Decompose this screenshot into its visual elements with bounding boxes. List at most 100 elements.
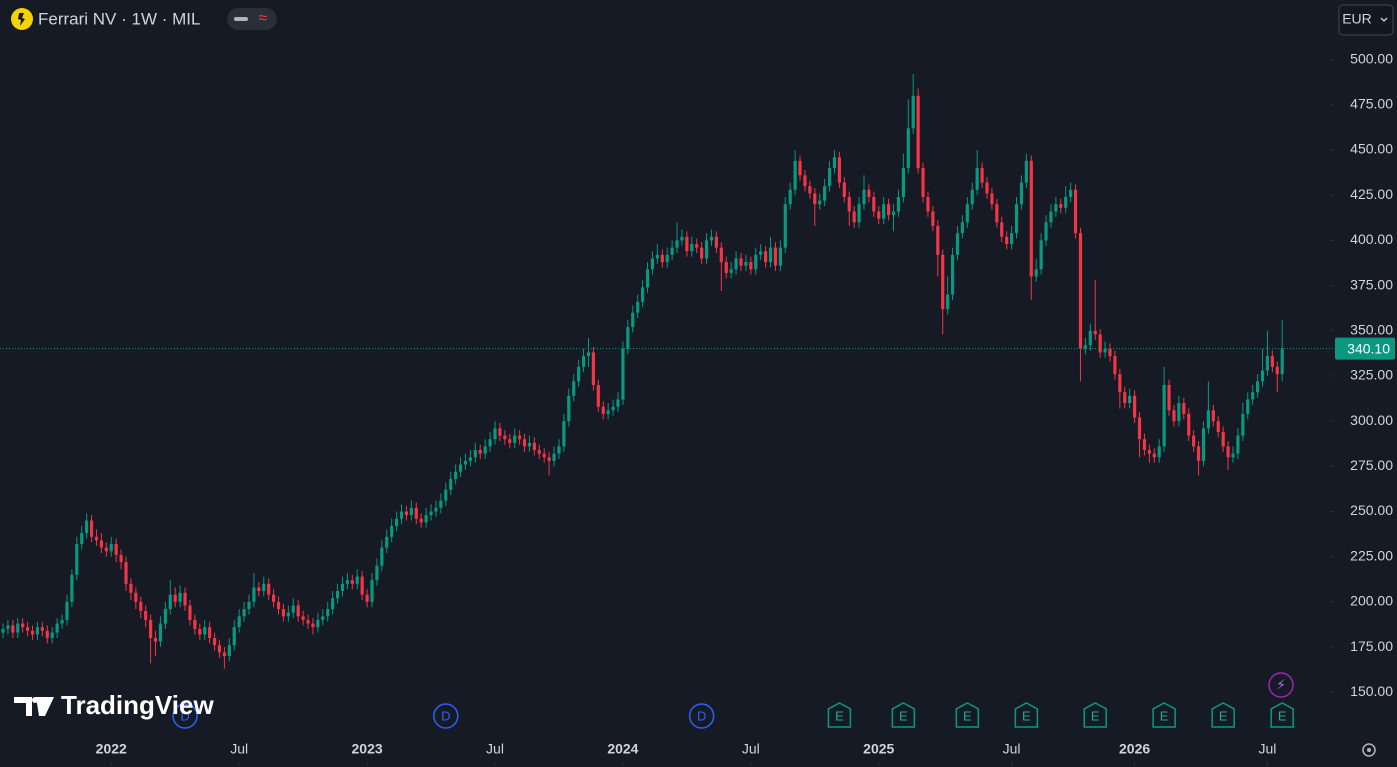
news-icon: ⚡: [1276, 677, 1286, 693]
event-marker[interactable]: [433, 703, 459, 729]
candle-body: [163, 609, 167, 624]
status-pill[interactable]: [227, 8, 277, 30]
candle-body: [1211, 410, 1215, 422]
event-marker[interactable]: [1014, 702, 1039, 728]
candle-body: [419, 518, 423, 523]
candle-body: [85, 520, 89, 534]
x-tick-label: Jul: [230, 741, 248, 757]
currency-caret: [1380, 17, 1388, 22]
candle-body: [40, 627, 44, 631]
candle-body: [1137, 417, 1142, 440]
y-tick-label: 250.00: [1350, 502, 1393, 518]
candle-body: [1, 628, 5, 633]
candle-body: [532, 442, 536, 451]
event-label: E: [1278, 708, 1287, 723]
candle-body: [227, 645, 231, 657]
y-tick-label: 275.00: [1350, 457, 1393, 473]
candle-body: [778, 247, 782, 266]
candle-body: [990, 193, 994, 205]
candle-body: [1280, 348, 1284, 375]
event-marker[interactable]: [172, 703, 198, 729]
candle-body: [813, 193, 817, 205]
event-label: E: [1160, 708, 1169, 723]
candle-body: [547, 457, 551, 461]
candle-body: [331, 598, 335, 610]
candle-body: [1142, 439, 1147, 451]
candle-body: [1123, 392, 1127, 404]
event-marker[interactable]: [688, 703, 715, 729]
x-tick-label: 2022: [96, 741, 127, 757]
event-marker[interactable]: [1270, 702, 1294, 728]
candle-body: [104, 547, 108, 552]
candle-body: [1201, 428, 1206, 461]
event-label: E: [963, 708, 972, 723]
event-label: E: [1091, 708, 1100, 723]
candle-body: [262, 583, 266, 592]
candle-body: [414, 507, 418, 519]
candle-body: [488, 439, 492, 447]
candle-body: [449, 478, 453, 490]
currency-button[interactable]: [1338, 4, 1394, 36]
candle-body: [1054, 204, 1058, 212]
event-marker[interactable]: [1211, 702, 1235, 728]
candle-body: [296, 605, 300, 617]
candle-body: [149, 619, 153, 639]
candle-body: [911, 95, 915, 129]
candle-body: [281, 609, 286, 617]
candle-body: [434, 507, 438, 512]
candle-body: [124, 562, 128, 584]
candle-body: [680, 236, 684, 241]
x-tick-label: Jul: [742, 741, 760, 757]
candle-body: [926, 197, 930, 212]
event-marker[interactable]: [891, 702, 916, 728]
candle-body: [30, 630, 35, 635]
candle-body: [498, 428, 502, 436]
event-marker[interactable]: [955, 702, 980, 728]
candle-body: [335, 591, 340, 599]
candle-body: [1152, 453, 1156, 458]
candle-body: [267, 583, 271, 595]
candle-body: [980, 168, 984, 183]
candle-body: [188, 605, 192, 620]
candle-body: [823, 186, 827, 201]
candle-body: [552, 453, 556, 461]
candle-body: [1098, 334, 1102, 353]
settings-button[interactable]: [1362, 743, 1376, 757]
y-tick-label: 175.00: [1350, 638, 1393, 654]
watermark-logo: [14, 697, 54, 716]
candle-body: [70, 574, 74, 602]
last-price-tag: [1335, 337, 1395, 360]
candle-body: [882, 204, 886, 219]
candle-body: [1246, 399, 1250, 414]
candle-body: [493, 428, 497, 440]
candle-body: [203, 627, 207, 635]
candle-body: [611, 406, 615, 411]
chart-title[interactable]: Ferrari NV · 1W · MIL: [38, 9, 200, 28]
event-marker[interactable]: [1152, 702, 1176, 728]
x-tick-label: 2024: [607, 741, 638, 757]
candle-body: [650, 258, 655, 270]
event-marker[interactable]: [827, 702, 852, 728]
candle-body: [1034, 269, 1038, 277]
candle-body: [316, 619, 320, 628]
candle-body: [1172, 410, 1176, 422]
candle-body: [11, 625, 15, 633]
candle-body: [404, 511, 409, 516]
candle-body: [670, 247, 674, 255]
event-marker[interactable]: [1083, 702, 1107, 728]
candle-body: [80, 533, 84, 545]
candle-body: [921, 168, 925, 198]
y-tick-label: 450.00: [1350, 141, 1393, 157]
candle-body: [955, 233, 960, 255]
news-button[interactable]: [1268, 672, 1294, 698]
candle-body: [222, 652, 226, 657]
candle-body: [734, 258, 738, 270]
candle-body: [483, 446, 487, 454]
candle-body: [291, 605, 295, 613]
x-tick-label: Jul: [486, 741, 504, 757]
candle-body: [1196, 446, 1201, 461]
candle-body: [1005, 236, 1009, 244]
y-tick-label: 400.00: [1350, 231, 1393, 247]
candle-body: [950, 254, 955, 295]
candle-body: [636, 301, 640, 313]
